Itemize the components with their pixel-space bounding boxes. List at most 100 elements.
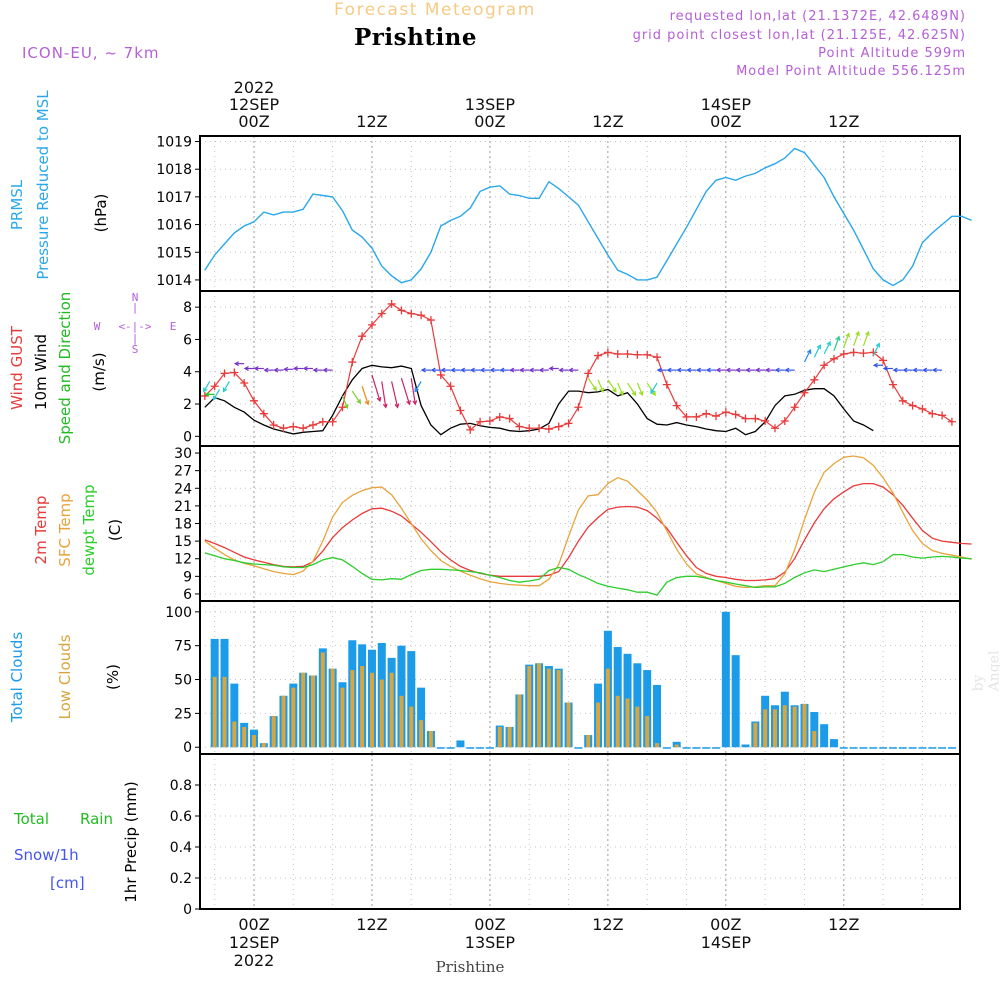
point-altitude: Point Altitude 599m bbox=[818, 46, 966, 61]
bottom-time-text: 00Z bbox=[238, 915, 269, 934]
wind-gust-marker bbox=[358, 332, 367, 341]
wind-gust-marker bbox=[702, 409, 711, 418]
wind-direction-arrow bbox=[391, 381, 400, 409]
wind-direction-arrow bbox=[243, 366, 254, 371]
wind-gust-marker bbox=[240, 379, 249, 388]
y-tick-label: 30 bbox=[174, 446, 192, 462]
pressure-panel: 1014 1015 1016 1017 1018 1019 bbox=[156, 135, 961, 292]
low-cloud-bar bbox=[330, 668, 335, 748]
wind-direction-arrow bbox=[735, 367, 746, 373]
wind-direction-arrow bbox=[499, 367, 510, 373]
low-cloud-bar bbox=[812, 730, 817, 748]
wind-gust-marker bbox=[259, 409, 268, 418]
low-cloud-bar bbox=[428, 730, 433, 748]
wind-direction-arrow bbox=[656, 367, 667, 373]
wind-compass-legend: N|<-|->W E|S bbox=[94, 291, 177, 356]
low-cloud-bar bbox=[507, 726, 512, 748]
wind-direction-arrow bbox=[872, 362, 884, 368]
wind-direction-arrow bbox=[853, 330, 860, 347]
wind-gust-marker bbox=[947, 417, 956, 426]
wind-direction-arrow bbox=[518, 367, 530, 373]
wind-gust-marker bbox=[417, 311, 426, 320]
precip-frame bbox=[199, 753, 961, 910]
compass-south: S bbox=[132, 343, 139, 356]
wind-gust-marker bbox=[446, 382, 455, 391]
low-cloud-bar bbox=[645, 716, 650, 748]
wind-direction-arrow bbox=[754, 367, 766, 373]
wind-gust-marker bbox=[397, 306, 406, 315]
y-tick-label: 1015 bbox=[156, 245, 192, 261]
wind-gust-marker bbox=[810, 375, 819, 384]
wind-gust-marker bbox=[820, 361, 829, 370]
top-time-label: 12Z bbox=[828, 112, 859, 131]
y-tick-label: 27 bbox=[174, 464, 192, 480]
wind-direction-arrow bbox=[695, 367, 707, 373]
low-cloud-bar bbox=[556, 670, 561, 748]
station-name: Prishtine bbox=[354, 24, 478, 51]
wind-direction-label: Speed and Direction bbox=[56, 292, 74, 445]
wind-gust-marker bbox=[780, 416, 789, 425]
y-tick-label: 18 bbox=[174, 517, 192, 533]
bottom-time-label: 12Z bbox=[356, 915, 387, 934]
low-cloud-bar bbox=[291, 687, 296, 748]
total-cloud-bar bbox=[702, 747, 711, 749]
y-tick-label: 1019 bbox=[156, 135, 192, 151]
wind-gust-marker bbox=[554, 422, 563, 431]
y-tick-label: 50 bbox=[174, 673, 192, 689]
low-cloud-bar bbox=[625, 698, 630, 748]
low-cloud-bar bbox=[350, 670, 355, 748]
y-tick-label: 100 bbox=[165, 605, 192, 621]
precip-snow-unit: [cm] bbox=[50, 874, 85, 892]
low-cloud-bar bbox=[566, 702, 571, 748]
total-clouds-label: Total Clouds bbox=[8, 632, 26, 724]
y-tick-label: 0 bbox=[183, 429, 192, 445]
wind-frame bbox=[199, 290, 961, 447]
y-tick-label: 4 bbox=[183, 365, 192, 381]
top-time-text: 2022 bbox=[234, 78, 275, 97]
wind-gust-marker bbox=[436, 370, 445, 379]
low-cloud-bar bbox=[546, 668, 551, 748]
compass-north: N bbox=[132, 291, 139, 304]
wind-gust-marker bbox=[505, 414, 514, 423]
wind-gust-marker bbox=[574, 403, 583, 412]
low-cloud-bar bbox=[517, 694, 522, 748]
wind-direction-arrow bbox=[597, 379, 605, 393]
top-time-text: 00Z bbox=[238, 112, 269, 131]
wind-direction-arrow bbox=[922, 367, 933, 373]
top-time-text: 12Z bbox=[356, 112, 387, 131]
total-cloud-bar bbox=[230, 683, 239, 748]
wind-direction-arrow bbox=[843, 332, 851, 348]
model-name: ICON-EU, ~ 7km bbox=[22, 44, 160, 62]
wind-gust-marker bbox=[751, 414, 760, 423]
wind-gust-marker bbox=[712, 412, 721, 421]
y-tick-label: 0.6 bbox=[170, 809, 192, 825]
low-cloud-bar bbox=[537, 663, 542, 748]
wind-gust-marker bbox=[377, 309, 386, 318]
low-cloud-bar bbox=[772, 709, 777, 748]
precip-rain-label: Rain bbox=[80, 810, 113, 828]
wind-gust-marker bbox=[613, 349, 622, 358]
y-tick-label: 6 bbox=[183, 587, 192, 603]
wind-direction-arrow bbox=[420, 367, 431, 373]
top-time-text: 14SEP bbox=[701, 95, 752, 114]
temp-dewpoint-label: dewpt Temp bbox=[80, 484, 98, 575]
wind-direction-arrow bbox=[617, 382, 624, 397]
y-tick-label: 21 bbox=[174, 499, 192, 515]
wind-gust-marker bbox=[269, 421, 278, 430]
total-cloud-bar bbox=[456, 740, 465, 748]
wind-gust-marker bbox=[623, 349, 632, 358]
low-cloud-bar bbox=[635, 706, 640, 748]
wind-gust-marker bbox=[544, 425, 553, 434]
wind-direction-arrow bbox=[650, 382, 658, 395]
wind-gust-marker bbox=[515, 422, 524, 431]
wind-gust-marker bbox=[800, 388, 809, 397]
wind-direction-arrow bbox=[764, 367, 775, 373]
y-tick-label: 1014 bbox=[156, 273, 192, 289]
wind-direction-arrow bbox=[212, 389, 221, 401]
wind-direction-arrow bbox=[607, 379, 617, 393]
low-cloud-bar bbox=[409, 706, 414, 748]
total-cloud-bar bbox=[869, 747, 878, 749]
